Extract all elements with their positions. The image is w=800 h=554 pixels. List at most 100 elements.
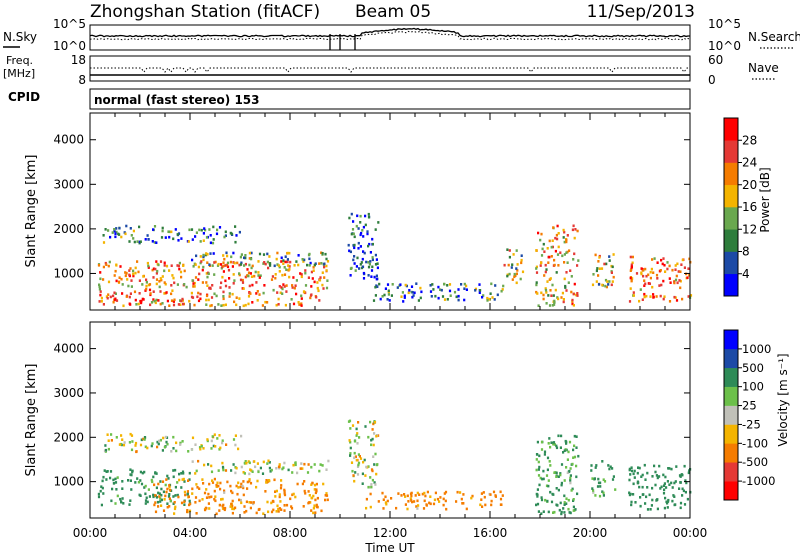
data-cell <box>536 488 539 491</box>
time-tick-labels: 00:00 04:00 08:00 12:00 16:00 20:00 00:00 <box>73 526 708 540</box>
colorbar-swatch <box>724 251 738 275</box>
data-cell <box>681 494 684 497</box>
data-cell <box>572 456 575 459</box>
data-cell <box>154 301 157 305</box>
data-cell <box>199 447 202 451</box>
data-cell <box>489 292 492 295</box>
data-cell <box>387 293 390 296</box>
data-cell <box>186 490 189 493</box>
data-cell <box>355 434 358 437</box>
data-cell <box>165 264 169 268</box>
data-cell <box>196 295 199 299</box>
data-cell <box>545 291 548 294</box>
data-cell <box>557 434 560 438</box>
data-cell <box>250 469 253 472</box>
data-cell <box>300 302 303 305</box>
data-cell <box>455 295 458 299</box>
data-cell <box>683 266 686 269</box>
data-cell <box>557 488 560 492</box>
data-cell <box>515 249 518 252</box>
data-cell <box>168 235 171 239</box>
time-axis-label: Time UT <box>364 541 415 554</box>
data-cell <box>540 512 543 515</box>
data-cell <box>513 275 516 279</box>
data-cell <box>294 284 297 287</box>
nsky-trace <box>89 27 690 38</box>
data-cell <box>605 285 608 289</box>
data-cell <box>229 260 232 264</box>
data-cell <box>163 264 166 267</box>
data-cell <box>641 493 644 496</box>
data-cell <box>160 498 163 502</box>
data-cell <box>571 228 574 232</box>
data-cell <box>684 479 687 482</box>
data-cell <box>194 263 197 266</box>
data-cell <box>129 432 132 436</box>
data-cell <box>310 509 313 512</box>
data-cell <box>359 263 362 266</box>
data-cell <box>232 438 236 441</box>
data-cell <box>216 437 219 440</box>
data-cell <box>113 228 116 231</box>
data-cell <box>144 499 148 502</box>
data-cell <box>106 433 109 436</box>
data-cell <box>179 270 183 274</box>
data-cell <box>561 254 564 258</box>
data-cell <box>316 496 319 500</box>
data-cell <box>651 258 654 261</box>
data-cell <box>183 500 186 503</box>
data-cell <box>319 276 322 279</box>
data-cell <box>359 221 362 224</box>
data-cell <box>275 257 278 261</box>
data-cell <box>352 220 355 223</box>
colorbar-tick-label: -100 <box>742 436 768 450</box>
data-cell <box>535 267 538 270</box>
data-cell <box>320 251 323 255</box>
data-cell <box>319 463 322 466</box>
data-cell <box>98 285 101 288</box>
data-cell <box>599 485 602 488</box>
data-cell <box>549 464 552 467</box>
data-cell <box>134 266 137 270</box>
data-cell <box>612 475 615 478</box>
data-cell <box>562 298 565 301</box>
data-cell <box>205 298 208 302</box>
data-cell <box>550 294 553 297</box>
data-cell <box>215 512 218 516</box>
data-cell <box>233 279 236 282</box>
data-cell <box>186 510 189 514</box>
data-cell <box>321 252 324 255</box>
data-cell <box>120 235 123 239</box>
data-cell <box>357 421 360 424</box>
data-cell <box>569 474 572 477</box>
data-cell <box>646 471 649 475</box>
data-cell <box>212 225 215 229</box>
data-cell <box>406 507 409 511</box>
data-cell <box>401 291 404 294</box>
data-cell <box>536 495 539 498</box>
data-cell <box>159 260 163 263</box>
data-cell <box>116 476 119 479</box>
nsearch-trace <box>89 30 691 41</box>
data-cell <box>240 434 243 438</box>
data-cell <box>205 252 208 255</box>
data-cell <box>177 264 180 268</box>
data-cell <box>384 495 387 499</box>
data-cell <box>168 269 171 272</box>
data-cell <box>679 270 682 273</box>
colorbar-swatch <box>724 330 738 350</box>
data-cell <box>555 487 558 490</box>
data-cell <box>210 447 213 450</box>
data-cell <box>520 254 523 257</box>
data-cell <box>595 464 598 467</box>
data-cell <box>643 292 646 296</box>
data-cell <box>232 273 235 276</box>
colorbar-swatch <box>724 462 738 482</box>
data-cell <box>547 442 550 445</box>
data-cell <box>564 286 567 289</box>
data-cell <box>367 215 371 219</box>
data-cell <box>181 299 184 302</box>
data-cell <box>190 291 193 295</box>
data-cell <box>679 475 682 478</box>
data-cell <box>315 482 318 486</box>
